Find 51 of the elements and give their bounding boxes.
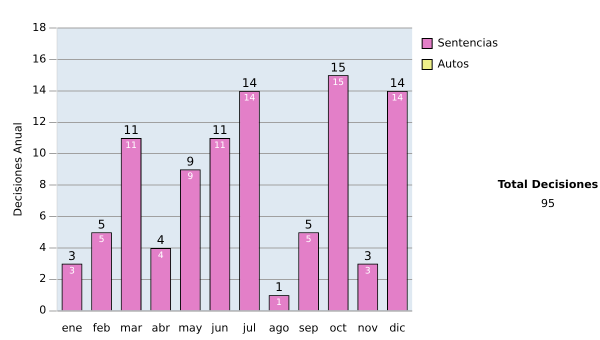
data-label: 3 [364,266,371,277]
total-label: 3 [68,248,76,263]
text: 95 [540,197,556,210]
text: Total Decisiones [496,178,600,191]
y-tick-label: 14 [32,84,46,97]
y-tick-label: 10 [32,146,46,160]
data-label: 11 [214,140,226,151]
data-label: 15 [332,78,344,88]
x-tick-label: may [178,321,203,334]
y-tick-label: 8 [39,178,46,191]
total-label: 3 [364,248,372,263]
x-tick-label: jul [242,321,256,334]
x-tick-label: dic [389,321,406,334]
total-label: 1 [275,280,283,294]
legend-label: Autos [438,57,470,70]
total-label: 14 [242,76,258,90]
data-label: 1 [276,298,282,308]
data-label: 4 [158,250,164,261]
x-tick-label: abr [152,321,170,334]
data-label: 5 [98,235,104,246]
y-tick-label: 6 [39,209,46,222]
total-label: 15 [330,60,346,74]
total-label: 11 [124,123,139,138]
total-label: 9 [186,154,194,169]
total-label: 11 [212,123,228,138]
y-tick-label: 18 [32,20,46,34]
total-label: 5 [304,217,312,232]
y-tick-label: 2 [39,272,46,286]
y-axis-title: Decisiones Anual [11,122,24,216]
total-label: 4 [156,233,165,248]
data-label: 3 [69,266,75,277]
x-tick-label: mar [120,321,143,334]
data-label: 14 [244,94,256,104]
total-label: 5 [98,217,106,232]
legend-label: Sentencias [438,36,498,50]
data-label: 14 [392,94,404,104]
x-tick-label: sep [298,321,318,334]
x-tick-label: ene [62,321,82,334]
data-label: 5 [306,235,312,246]
x-tick-label: feb [92,321,110,334]
x-tick-label: ago [268,321,290,334]
y-tick-label: 0 [39,304,46,317]
data-label: 11 [125,140,137,151]
data-label: 9 [187,172,194,182]
x-tick-label: nov [358,321,378,334]
x-tick-label: jun [210,321,228,334]
y-tick-label: 12 [32,115,46,128]
x-tick-label: oct [330,321,348,334]
y-tick-label: 16 [32,52,46,66]
total-label: 14 [390,76,405,90]
y-tick-label: 4 [39,240,46,254]
